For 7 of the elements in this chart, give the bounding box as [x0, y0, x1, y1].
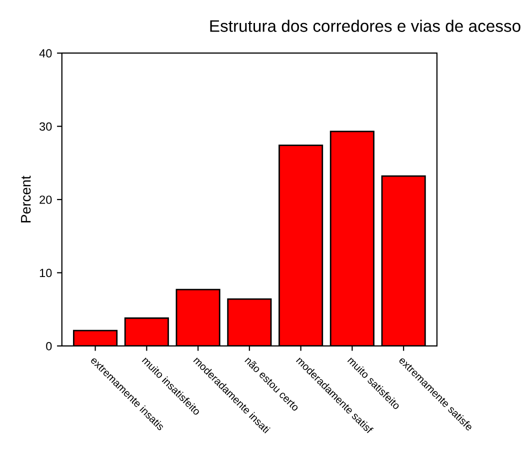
y-axis-title: Percent [21, 176, 31, 222]
y-tick-label: 40 [39, 49, 52, 58]
chart-title: Estrutura dos corredores e vias de acesso [210, 20, 520, 32]
y-tick-label: 10 [40, 268, 52, 278]
y-tick-label: 30 [39, 122, 52, 131]
y-tick-label: 20 [40, 196, 52, 204]
y-tick-label: 0 [46, 342, 52, 350]
